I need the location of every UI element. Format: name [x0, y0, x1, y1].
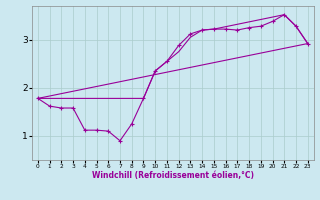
X-axis label: Windchill (Refroidissement éolien,°C): Windchill (Refroidissement éolien,°C): [92, 171, 254, 180]
